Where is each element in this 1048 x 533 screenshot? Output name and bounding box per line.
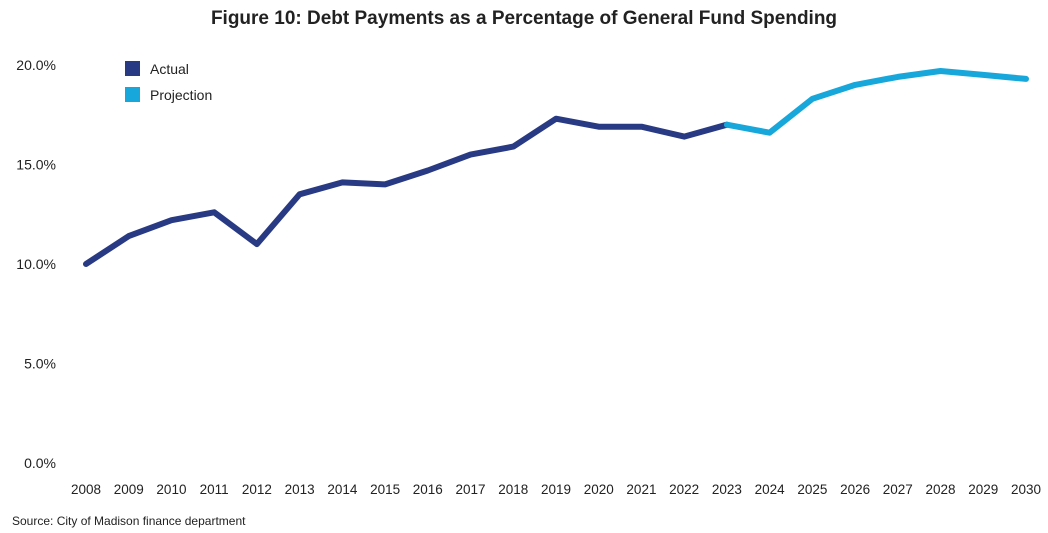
x-tick-label: 2008 — [71, 482, 101, 497]
y-tick-label: 5.0% — [24, 356, 56, 372]
x-tick-label: 2019 — [541, 482, 571, 497]
x-tick-label: 2012 — [242, 482, 272, 497]
source-note: Source: City of Madison finance departme… — [12, 514, 246, 528]
x-tick-label: 2022 — [669, 482, 699, 497]
legend: Actual Projection — [125, 61, 212, 103]
x-tick-label: 2009 — [114, 482, 144, 497]
y-axis: 0.0% 5.0% 10.0% 15.0% 20.0% — [16, 57, 56, 471]
x-tick-label: 2026 — [840, 482, 870, 497]
series-layer — [83, 68, 1029, 267]
legend-swatch-actual — [125, 61, 140, 76]
x-tick-label: 2011 — [200, 482, 229, 497]
x-tick-label: 2021 — [626, 482, 656, 497]
x-tick-label: 2025 — [797, 482, 827, 497]
y-tick-label: 0.0% — [24, 455, 56, 471]
x-tick-label: 2020 — [584, 482, 614, 497]
legend-swatch-projection — [125, 87, 140, 102]
x-tick-label: 2013 — [285, 482, 315, 497]
x-axis: 2008 2009 2010 2011 2012 2013 2014 2015 2016 2017… — [71, 482, 1041, 497]
x-tick-label: 2014 — [327, 482, 358, 497]
legend-label-projection: Projection — [150, 87, 212, 103]
y-tick-label: 15.0% — [16, 157, 56, 173]
x-tick-label: 2010 — [156, 482, 186, 497]
x-tick-label: 2023 — [712, 482, 742, 497]
x-tick-label: 2018 — [498, 482, 528, 497]
x-tick-label: 2028 — [926, 482, 956, 497]
series-line-actual — [83, 115, 730, 267]
legend-label-actual: Actual — [150, 61, 189, 77]
x-tick-label: 2024 — [755, 482, 786, 497]
y-tick-label: 20.0% — [16, 57, 56, 73]
x-tick-label: 2027 — [883, 482, 913, 497]
x-tick-label: 2016 — [413, 482, 443, 497]
y-tick-label: 10.0% — [16, 256, 56, 272]
x-tick-label: 2015 — [370, 482, 400, 497]
x-tick-label: 2017 — [456, 482, 486, 497]
chart-title: Figure 10: Debt Payments as a Percentage… — [210, 8, 838, 29]
x-tick-label: 2030 — [1011, 482, 1041, 497]
series-line-projection — [723, 68, 1029, 136]
x-tick-label: 2029 — [968, 482, 998, 497]
